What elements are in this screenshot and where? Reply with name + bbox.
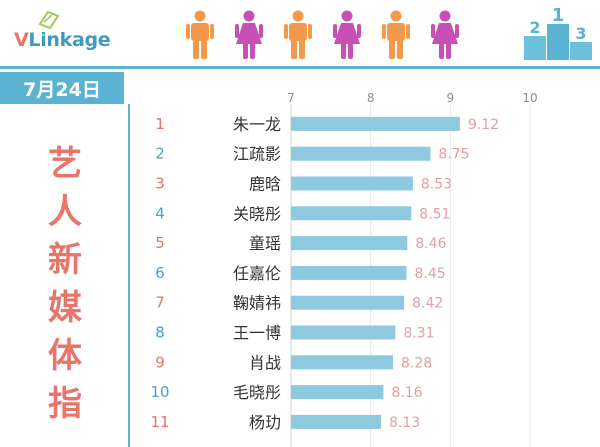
people-figures — [184, 10, 474, 60]
rank-label: 11 — [150, 413, 169, 431]
category-label: 鹿晗 — [249, 175, 281, 194]
female-figure-icon — [333, 10, 361, 59]
x-tick-label: 7 — [287, 91, 295, 105]
value-label: 8.51 — [419, 206, 450, 222]
bar — [291, 116, 460, 131]
category-label: 江疏影 — [233, 145, 281, 164]
vlinkage-logo: VLinkage — [12, 8, 132, 58]
logo-text: VLinkage — [14, 29, 111, 51]
category-label: 王一博 — [233, 324, 281, 343]
bar — [291, 146, 431, 161]
vertical-title-char: 新 — [48, 240, 82, 280]
bar — [291, 206, 412, 221]
rank-label: 9 — [155, 353, 165, 371]
logo-rest: Linkage — [28, 29, 111, 51]
x-tick-label: 10 — [522, 91, 537, 105]
rank-label: 4 — [155, 204, 165, 222]
value-label: 8.28 — [401, 355, 432, 371]
vertical-title-char: 人 — [48, 192, 82, 232]
category-label: 童瑶 — [249, 234, 281, 253]
rank-label: 8 — [155, 324, 165, 342]
category-label: 杨玏 — [249, 413, 281, 432]
podium-rank-2: 2 — [529, 18, 540, 37]
value-label: 8.13 — [389, 415, 420, 431]
header-divider — [0, 66, 600, 69]
bar — [291, 414, 382, 429]
rank-label: 6 — [155, 264, 165, 282]
value-label: 8.42 — [412, 296, 443, 312]
bar — [291, 325, 396, 340]
category-label: 关晓彤 — [233, 204, 281, 223]
vertical-title-char: 媒 — [48, 288, 82, 328]
rank-label: 7 — [155, 294, 165, 312]
category-label: 朱一龙 — [233, 115, 281, 134]
category-label: 肖战 — [249, 353, 281, 372]
category-label: 鞠婧祎 — [233, 294, 281, 313]
value-label: 8.16 — [391, 385, 422, 401]
value-label: 8.45 — [415, 266, 446, 282]
rank-label: 2 — [155, 145, 165, 163]
rank-label: 1 — [155, 115, 165, 133]
x-tick-label: 9 — [447, 91, 455, 105]
value-label: 8.31 — [403, 326, 434, 342]
female-figure-icon — [431, 10, 459, 59]
male-figure-icon — [186, 10, 214, 59]
vertical-title: 艺人新媒体指 — [38, 140, 92, 428]
vertical-title-char: 指 — [48, 384, 82, 424]
value-label: 9.12 — [468, 117, 499, 133]
bar — [291, 265, 407, 280]
vertical-title-char: 体 — [48, 336, 82, 376]
value-label: 8.75 — [438, 147, 469, 163]
female-figure-icon — [235, 10, 263, 59]
x-tick-label: 8 — [367, 91, 375, 105]
podium-rank-1: 1 — [552, 6, 565, 26]
rank-label: 10 — [150, 383, 169, 401]
rank-label: 5 — [155, 234, 165, 252]
logo-v: V — [14, 29, 29, 51]
male-figure-icon — [284, 10, 312, 59]
value-label: 8.46 — [415, 236, 446, 252]
male-figure-icon — [382, 10, 410, 59]
bar — [291, 295, 405, 310]
category-label: 毛晓彤 — [233, 383, 281, 402]
bar-chart: 7 8 9 10 1 朱一龙 9.12 2 江疏影 8.75 3 鹿晗 8.53 4 关晓彤 8.51 5 童瑶 8… — [150, 91, 538, 447]
bar — [291, 176, 413, 191]
category-label: 任嘉伦 — [233, 264, 281, 283]
bar — [291, 355, 393, 370]
date-label: 7月24日 — [0, 72, 124, 104]
logo-mark-icon — [38, 10, 60, 30]
bar — [291, 385, 384, 400]
value-label: 8.53 — [421, 177, 452, 193]
podium-icon: 2 1 3 — [524, 6, 592, 60]
bar — [291, 236, 408, 251]
header: VLinkage 2 1 3 — [0, 0, 600, 68]
podium-rank-3: 3 — [575, 24, 586, 43]
left-panel — [0, 104, 130, 447]
vertical-title-char: 艺 — [48, 144, 82, 184]
rank-label: 3 — [155, 175, 165, 193]
